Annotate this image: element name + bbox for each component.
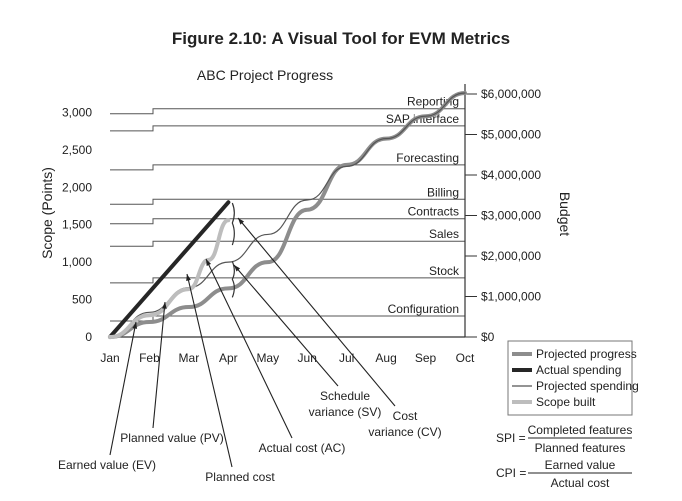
band-label-4: Billing [427, 185, 459, 199]
annotation-cv-line1: Cost [393, 409, 418, 423]
x-tick-label-3: Apr [219, 351, 238, 365]
annotation-planned-cost: Planned cost [205, 470, 275, 484]
annotation-pv-pointer-head [161, 302, 167, 309]
band-line-7 [110, 108, 465, 115]
chart-axes: 0 500 1,000 1,500 2,000 2,500 3,000 Scope (Poin… [39, 84, 573, 365]
y-tick-label-5: 2,500 [62, 143, 92, 157]
y-tick-label-0: 0 [85, 330, 92, 344]
annotation-ev-pointer-head [132, 322, 138, 329]
legend-label-1: Actual spending [536, 363, 621, 377]
annotation-ev-pointer [109, 321, 137, 456]
formula-lhs-1: CPI = [496, 466, 526, 480]
formula-den-1: Actual cost [551, 476, 610, 490]
y2-tick-label-2: $2,000,000 [481, 249, 541, 263]
sv-bracket [231, 261, 235, 298]
y-tick-label-4: 2,000 [62, 180, 92, 194]
annotation-pv: Planned value (PV) [120, 431, 223, 445]
y2-tick-label-5: $5,000,000 [481, 128, 541, 142]
y2-tick-label-0: $0 [481, 330, 495, 344]
formula-num-1: Earned value [545, 458, 616, 472]
annotation-cv-pointer-head [238, 218, 245, 225]
y-tick-label-3: 1,500 [62, 218, 92, 232]
x-tick-label-1: Feb [139, 351, 160, 365]
x-tick-label-9: Oct [456, 351, 475, 365]
band-label-1: Stock [429, 264, 460, 278]
chart-series [108, 90, 467, 339]
annotation-planned-cost-pointer [186, 273, 233, 468]
band-line-1 [110, 277, 465, 284]
x-tick-label-7: Aug [375, 351, 396, 365]
band-label-6: SAP interface [386, 112, 459, 126]
x-tick-label-5: Jun [298, 351, 317, 365]
chart-legend: Projected progress Actual spending Project… [507, 340, 639, 416]
x-tick-label-4: May [256, 351, 279, 365]
formula-num-0: Completed features [528, 423, 633, 437]
y2-tick-label-4: $4,000,000 [481, 168, 541, 182]
legend-label-3: Scope built [536, 395, 596, 409]
band-line-5 [110, 164, 465, 171]
y-tick-label-6: 3,000 [62, 105, 92, 119]
legend-label-2: Projected spending [536, 379, 639, 393]
y2-axis-label: Budget [557, 192, 573, 236]
annotation-cv-pointer [237, 217, 396, 407]
formula-lhs-0: SPI = [496, 431, 526, 445]
x-tick-label-2: Mar [179, 351, 200, 365]
x-tick-label-8: Sep [415, 351, 437, 365]
x-tick-label-6: Jul [339, 351, 354, 365]
metric-formulas: SPI =Completed features Planned features C… [496, 423, 632, 490]
annotation-pv-pointer [152, 301, 166, 429]
annotation-sv-pointer-head [234, 265, 241, 272]
band-label-2: Sales [429, 227, 459, 241]
chart-title: ABC Project Progress [197, 67, 333, 83]
band-line-3 [110, 218, 465, 225]
band-label-5: Forecasting [396, 151, 459, 165]
series-line-1 [108, 200, 231, 339]
y-tick-label-2: 1,000 [62, 255, 92, 269]
band-label-3: Contracts [408, 205, 459, 219]
band-line-2 [110, 240, 465, 247]
y-axis-label: Scope (Points) [39, 167, 55, 259]
scope-bands: Configuration Stock Sales Contracts Billing F… [110, 95, 465, 322]
annotation-sv-pointer [233, 264, 339, 387]
figure-title: Figure 2.10: A Visual Tool for EVM Metri… [172, 29, 510, 48]
y-tick-label-1: 500 [72, 293, 92, 307]
band-line-0 [110, 315, 465, 322]
annotation-cv-line2: variance (CV) [368, 425, 441, 439]
y2-tick-label-6: $6,000,000 [481, 87, 541, 101]
x-tick-label-0: Jan [100, 351, 119, 365]
band-line-6 [110, 125, 465, 132]
cv-bracket [231, 202, 235, 246]
band-line-4 [110, 198, 465, 205]
band-label-0: Configuration [388, 302, 459, 316]
annotation-ev: Earned value (EV) [58, 458, 156, 472]
annotation-ac-pointer [205, 258, 293, 439]
annotation-sv-line2: variance (SV) [309, 405, 382, 419]
y2-tick-label-3: $3,000,000 [481, 209, 541, 223]
y2-tick-label-1: $1,000,000 [481, 290, 541, 304]
annotation-ac: Actual cost (AC) [259, 441, 346, 455]
chart-annotations: Schedule variance (SV) Cost variance (CV) Pl… [58, 217, 442, 484]
formula-den-0: Planned features [535, 441, 626, 455]
annotation-ac-pointer-head [206, 259, 212, 266]
series-line-3 [108, 218, 231, 339]
annotation-planned-cost-pointer-head [186, 274, 191, 281]
annotation-sv-line1: Schedule [320, 389, 370, 403]
legend-label-0: Projected progress [536, 347, 637, 361]
